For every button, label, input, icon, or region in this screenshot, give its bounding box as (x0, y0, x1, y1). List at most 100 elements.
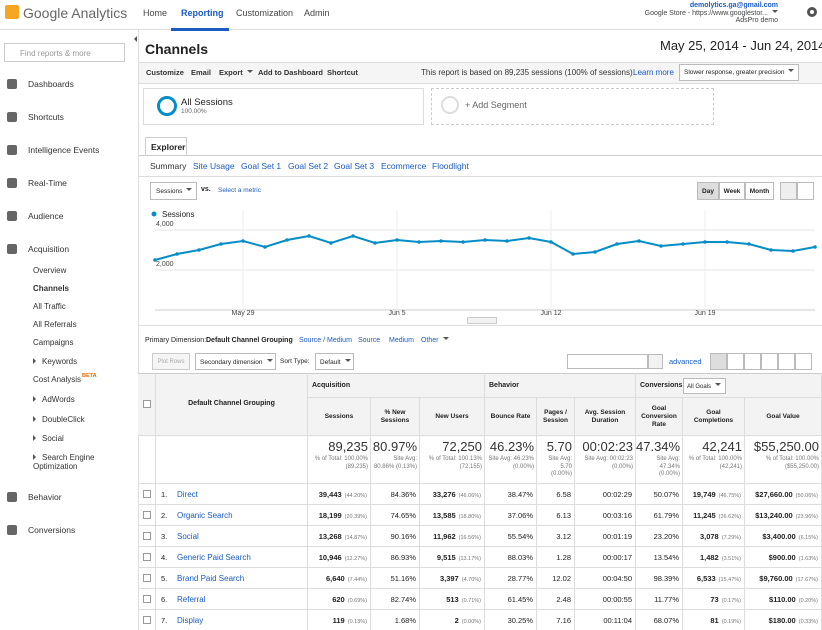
subtab[interactable]: Site Usage (193, 161, 235, 171)
data-cell: 7.16 (537, 610, 575, 630)
sidebar-subitem[interactable]: AdWords (33, 395, 75, 404)
collapse-arrow[interactable] (131, 36, 137, 42)
all-checkbox[interactable] (143, 400, 151, 408)
chart-type-line[interactable] (780, 182, 797, 200)
toolbar-button[interactable]: Customize (146, 68, 184, 77)
view-toggle[interactable] (710, 353, 727, 370)
search-box[interactable]: Find reports & more (4, 43, 125, 62)
sidebar-item[interactable]: Conversions (28, 525, 76, 535)
nav-item[interactable]: Admin (304, 8, 330, 18)
view-toggle[interactable] (727, 353, 744, 370)
row-checkbox[interactable] (143, 574, 151, 582)
toolbar-button[interactable]: Shortcut (327, 68, 358, 77)
view-toggle[interactable] (795, 353, 812, 370)
column-head[interactable]: Goal Completions (683, 398, 745, 436)
sidebar-subitem[interactable]: All Traffic (33, 302, 66, 311)
column-head[interactable]: Sessions (308, 398, 371, 436)
column-head[interactable]: Pages / Session (537, 398, 575, 436)
interval-button[interactable]: Day (697, 182, 719, 200)
channel-name[interactable]: Organic Search (177, 511, 233, 520)
select-metric[interactable]: Select a metric (218, 187, 261, 194)
column-head[interactable]: New Users (420, 398, 485, 436)
row-checkbox[interactable] (143, 616, 151, 624)
nav-item[interactable]: Customization (236, 8, 294, 18)
nav-item[interactable]: Home (143, 8, 168, 18)
precision-select[interactable]: Slower response, greater precision (679, 64, 799, 81)
sidebar-item[interactable]: Behavior (28, 492, 62, 502)
sidebar-item[interactable]: Shortcuts (28, 112, 64, 122)
view-toggle[interactable] (761, 353, 778, 370)
channel-name[interactable]: Brand Paid Search (177, 574, 245, 583)
row-checkbox[interactable] (143, 595, 151, 603)
sidebar-subitem[interactable]: Search Engine Optimization (33, 453, 118, 471)
sidebar-item[interactable]: Acquisition (28, 244, 70, 254)
add-segment-box[interactable] (431, 88, 714, 125)
toolbar-button[interactable]: Email (191, 68, 212, 77)
row-checkbox[interactable] (143, 532, 151, 540)
dimension-option[interactable]: Default Channel Grouping (206, 337, 293, 344)
dimension-option[interactable]: Other (421, 337, 449, 344)
table-search[interactable] (567, 354, 648, 369)
column-head[interactable]: Bounce Rate (485, 398, 537, 436)
learn-more[interactable]: Learn more (633, 68, 674, 77)
channel-name[interactable]: Social (177, 532, 199, 541)
sidebar-subitem[interactable]: All Referrals (33, 320, 77, 329)
sidebar-subitem[interactable]: Campaigns (33, 338, 74, 347)
sort-select[interactable]: Default (315, 353, 354, 370)
subtab[interactable]: Goal Set 2 (288, 161, 329, 171)
account-email[interactable]: demolytics.ga@gmail.com (689, 2, 778, 9)
subtab[interactable]: Floodlight (432, 161, 469, 171)
sidebar-subitem[interactable]: Keywords (33, 357, 77, 366)
sidebar-item[interactable]: Intelligence Events (28, 145, 100, 155)
subtab[interactable]: Summary (150, 161, 187, 171)
column-head[interactable]: Avg. Session Duration (575, 398, 636, 436)
explorer-tab[interactable]: Explorer (145, 137, 187, 156)
column-head[interactable]: Goal Value (745, 398, 822, 436)
sidebar-subitem[interactable]: Social (33, 434, 64, 443)
dimension-option[interactable]: Source (358, 337, 381, 344)
subtab[interactable]: Ecommerce (381, 161, 427, 171)
sidebar-subitem[interactable]: Overview (33, 266, 67, 275)
sidebar-subitem[interactable]: Channels (33, 284, 70, 293)
sidebar-subitem[interactable]: Cost Analysis (33, 375, 82, 384)
secondary-select[interactable]: Secondary dimension (195, 353, 276, 370)
toolbar-button[interactable]: Add to Dashboard (258, 68, 323, 77)
dimension-option[interactable]: Medium (389, 337, 414, 344)
column-head[interactable]: Default Channel Grouping (156, 373, 308, 436)
row-checkbox[interactable] (143, 511, 151, 519)
view-toggle[interactable] (744, 353, 761, 370)
sidebar-item[interactable]: Real-Time (28, 178, 67, 188)
column-head[interactable]: Goal Conversion Rate (636, 398, 683, 436)
channel-name[interactable]: Referral (177, 595, 206, 604)
segment-box[interactable] (143, 88, 424, 125)
search-button[interactable] (648, 354, 663, 369)
interval-button[interactable]: Week (719, 182, 745, 200)
subtab[interactable]: Goal Set 3 (334, 161, 375, 171)
dimension-option[interactable]: Source / Medium (299, 337, 352, 344)
chart-type-motion[interactable] (797, 182, 814, 200)
chart-resize-handle[interactable] (467, 317, 497, 324)
channel-name[interactable]: Direct (177, 490, 198, 499)
channel-name[interactable]: Display (177, 616, 204, 625)
toolbar-button[interactable]: Export (219, 68, 253, 77)
row-checkbox[interactable] (143, 553, 151, 561)
row-checkbox[interactable] (143, 490, 151, 498)
nav-item[interactable]: Reporting (181, 8, 224, 18)
view-toggle[interactable] (778, 353, 795, 370)
account-property[interactable]: Google Store - https://www.googlestor... (645, 10, 778, 17)
advanced-link[interactable]: advanced (669, 357, 702, 366)
channel-name[interactable]: Generic Paid Search (177, 553, 251, 562)
interval-button[interactable]: Month (745, 182, 774, 200)
plot-rows[interactable]: Plot Rows (152, 353, 190, 370)
settings-icon[interactable] (807, 7, 817, 17)
column-head[interactable]: % New Sessions (371, 398, 420, 436)
sidebar-item[interactable]: Audience (28, 211, 64, 221)
subtab[interactable]: Goal Set 1 (241, 161, 282, 171)
date-range[interactable]: May 25, 2014 - Jun 24, 2014 (660, 38, 822, 53)
add-segment[interactable]: + Add Segment (465, 100, 527, 110)
goal-select[interactable]: All Goals (683, 378, 726, 394)
metric-select[interactable]: Sessions (150, 182, 197, 200)
sidebar-item[interactable]: Dashboards (28, 79, 74, 89)
sidebar-subitem[interactable]: DoubleClick (33, 415, 85, 424)
sidebar-icon (7, 211, 17, 221)
